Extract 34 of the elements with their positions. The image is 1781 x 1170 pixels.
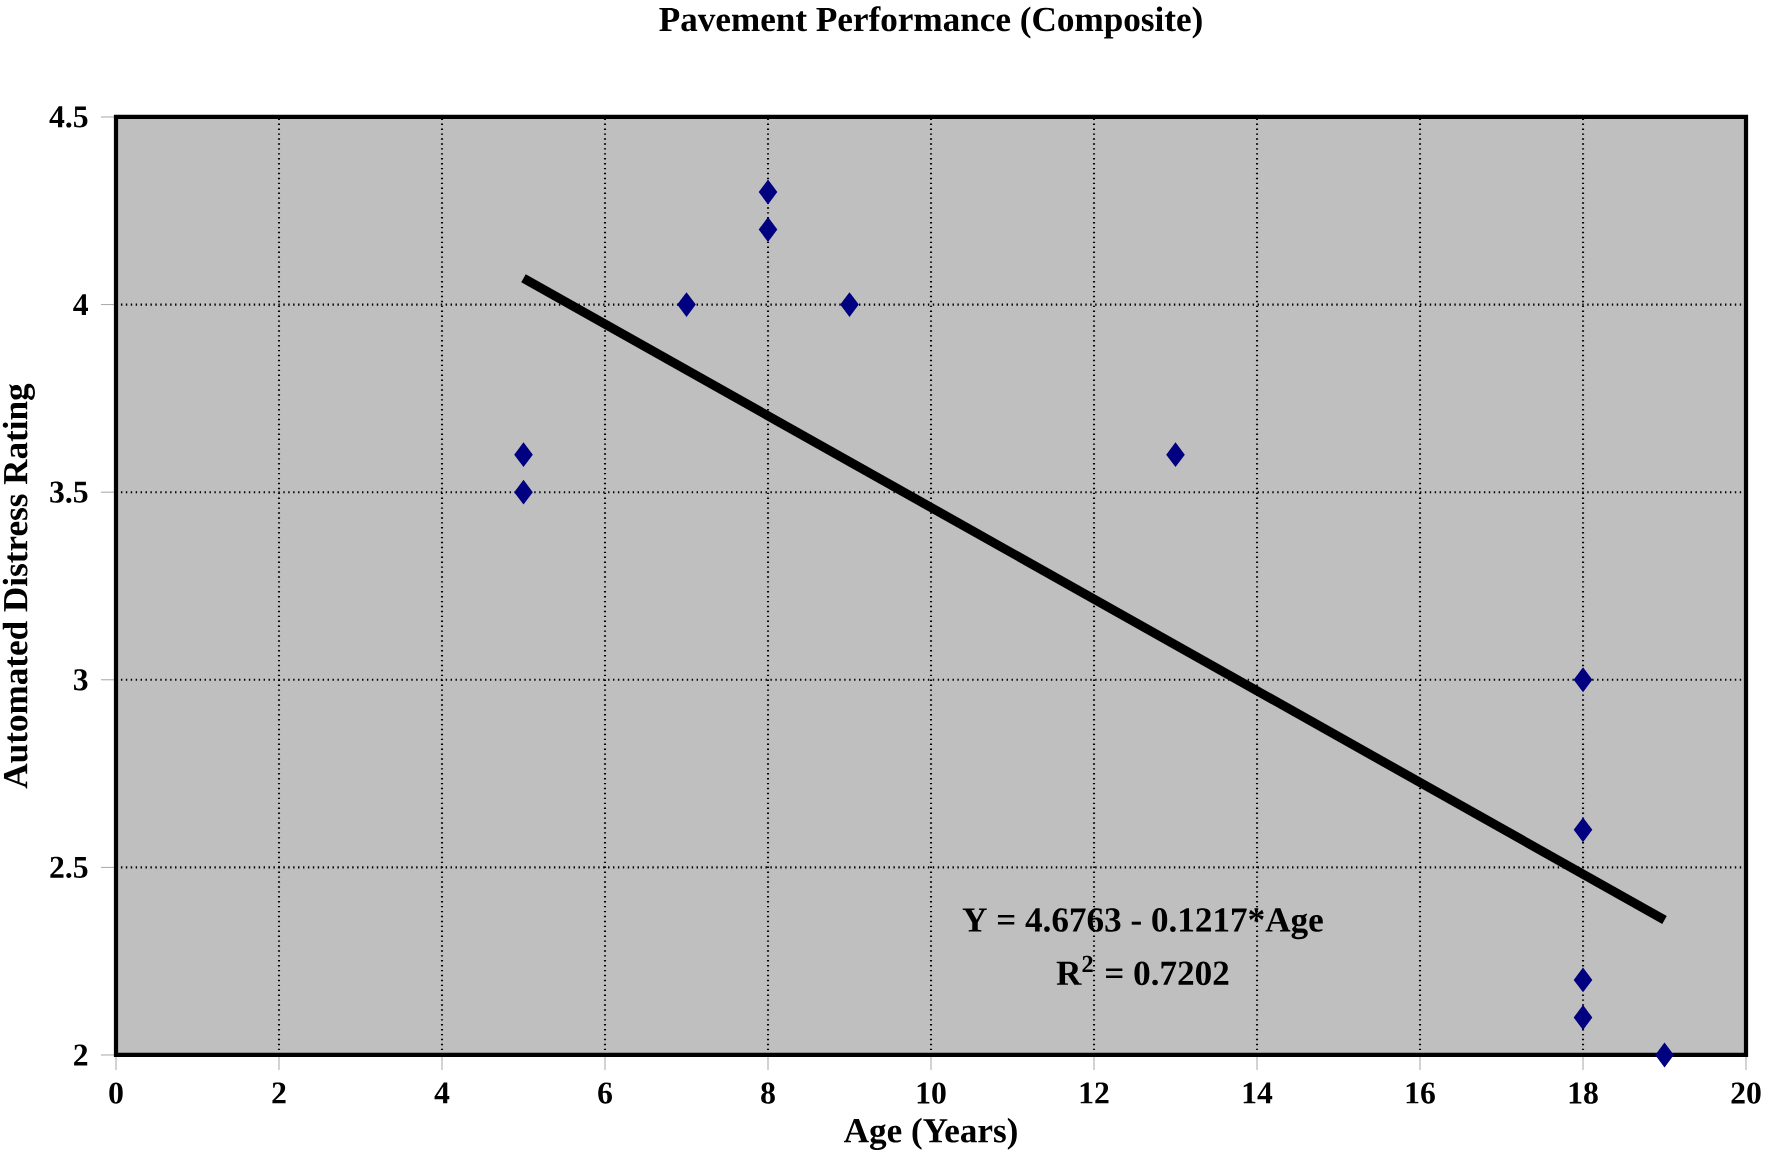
- x-tick-label: 2: [272, 1082, 286, 1104]
- point: [840, 292, 859, 317]
- point: [1573, 817, 1593, 842]
- x-tick-label: 18: [1569, 1082, 1598, 1104]
- x-tick-label: 20: [1731, 1082, 1761, 1104]
- y-tick-label: 2: [74, 1044, 88, 1066]
- y-tick-label: 3.5: [50, 481, 88, 503]
- chart-title: Pavement Performance (Composite): [659, 6, 1202, 39]
- x-tick-label: 10: [917, 1082, 946, 1104]
- point: [1573, 967, 1593, 992]
- x-tick-label: 8: [761, 1082, 775, 1104]
- x-tick-label: 6: [598, 1082, 612, 1104]
- y-tick-label: 3: [73, 669, 88, 691]
- y-tick-label: 2.5: [50, 856, 88, 879]
- y-tick-label: 4.5: [49, 106, 88, 128]
- x-tick-label: 14: [1243, 1082, 1273, 1104]
- point: [1166, 442, 1185, 467]
- annotation: R$^{2}$ = 0.7202: [1056, 955, 1229, 986]
- x-tick-label: 16: [1406, 1082, 1435, 1104]
- point: [758, 180, 778, 204]
- point: [514, 480, 533, 505]
- y-axis-title: Automated Distress Rating: [2, 383, 35, 789]
- point: [1573, 667, 1593, 692]
- x-tick-label: 12: [1080, 1082, 1109, 1104]
- annotation: Y = 4.6763 - 0.1217*Age: [962, 908, 1323, 940]
- x-axis-title: Age (Years): [844, 1117, 1017, 1151]
- y-tick-label: 4: [73, 294, 88, 315]
- x-tick-label: 0: [109, 1082, 123, 1104]
- x-tick-label: 4: [434, 1082, 450, 1104]
- point: [677, 292, 696, 317]
- point: [758, 217, 778, 242]
- point: [1655, 1043, 1674, 1067]
- point: [514, 442, 533, 467]
- point: [1573, 1005, 1593, 1030]
